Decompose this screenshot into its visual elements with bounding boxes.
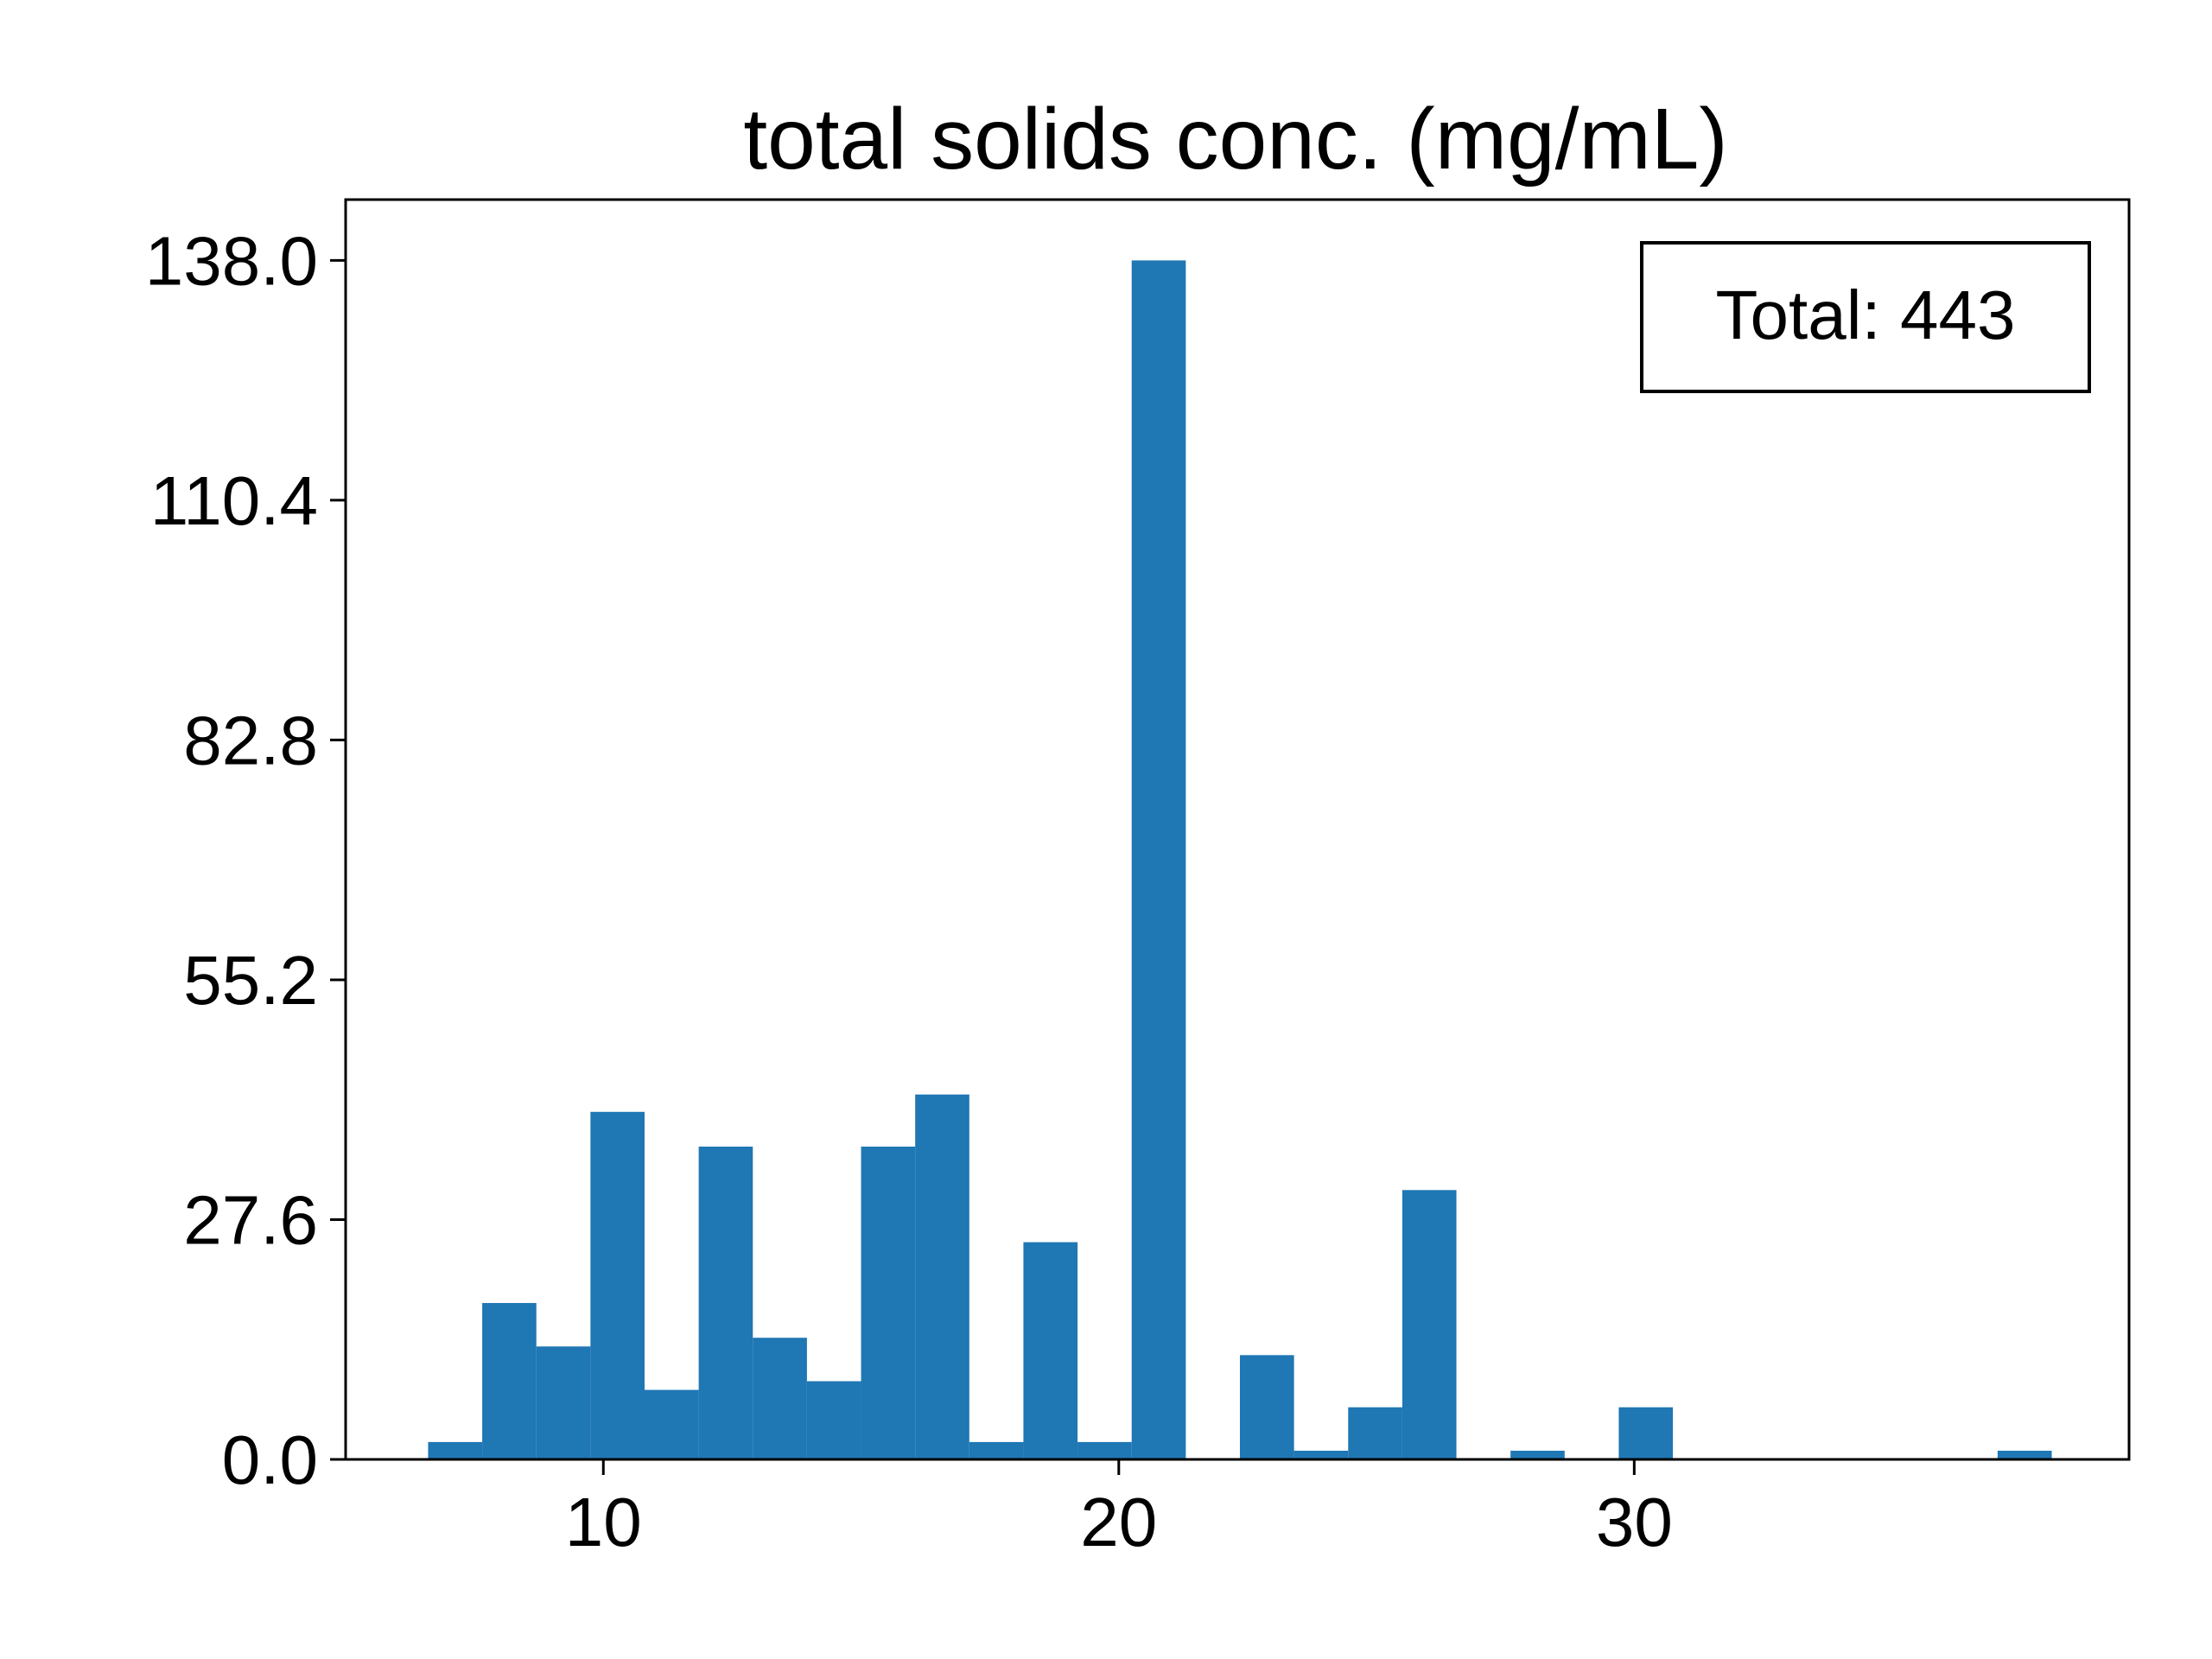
histogram-bar <box>861 1147 916 1459</box>
histogram-bar <box>1131 260 1186 1459</box>
total-annotation-text: Total: 443 <box>1716 276 2016 353</box>
y-tick-label: 0.0 <box>222 1421 318 1498</box>
x-tick-label: 30 <box>1596 1484 1673 1560</box>
y-axis-ticks: 0.0 27.6 55.2 82.8 110.4 138.0 <box>145 222 346 1498</box>
histogram-bar <box>753 1338 807 1459</box>
histogram-bar <box>969 1441 1024 1459</box>
histogram-bar <box>915 1094 969 1459</box>
histogram-bar <box>644 1389 699 1459</box>
y-tick-label: 82.8 <box>183 702 318 779</box>
plot-area-frame <box>344 198 2131 1461</box>
x-axis-ticks: 10 20 30 <box>565 1459 1673 1560</box>
histogram-bar <box>536 1346 591 1459</box>
histogram-bar <box>1077 1441 1132 1459</box>
y-tick-label: 27.6 <box>183 1181 318 1258</box>
total-annotation-box: Total: 443 <box>1640 241 2091 393</box>
x-tick-label: 10 <box>565 1484 642 1560</box>
histogram-bar <box>1402 1190 1457 1459</box>
histogram-bar <box>806 1381 861 1459</box>
histogram-bar <box>1023 1242 1078 1459</box>
histogram-bar <box>1239 1355 1294 1459</box>
x-tick-label: 20 <box>1080 1484 1157 1560</box>
histogram-bar <box>1618 1407 1674 1459</box>
y-tick-label: 138.0 <box>145 222 318 299</box>
histogram-bar <box>482 1303 537 1459</box>
histogram-bar <box>698 1147 753 1459</box>
histogram-bar <box>1510 1450 1565 1459</box>
y-tick-label: 55.2 <box>183 942 318 1019</box>
histogram-bar <box>590 1111 645 1459</box>
histogram-bar <box>428 1441 483 1459</box>
histogram-bar <box>1997 1450 2052 1459</box>
histogram-bar <box>1348 1407 1402 1459</box>
total-annotation-frame <box>1640 241 2091 393</box>
bars <box>428 260 2052 1459</box>
histogram-bar <box>1294 1450 1349 1459</box>
chart-title: total solids conc. (mg/mL) <box>743 91 1727 188</box>
y-tick-label: 110.4 <box>150 462 318 539</box>
